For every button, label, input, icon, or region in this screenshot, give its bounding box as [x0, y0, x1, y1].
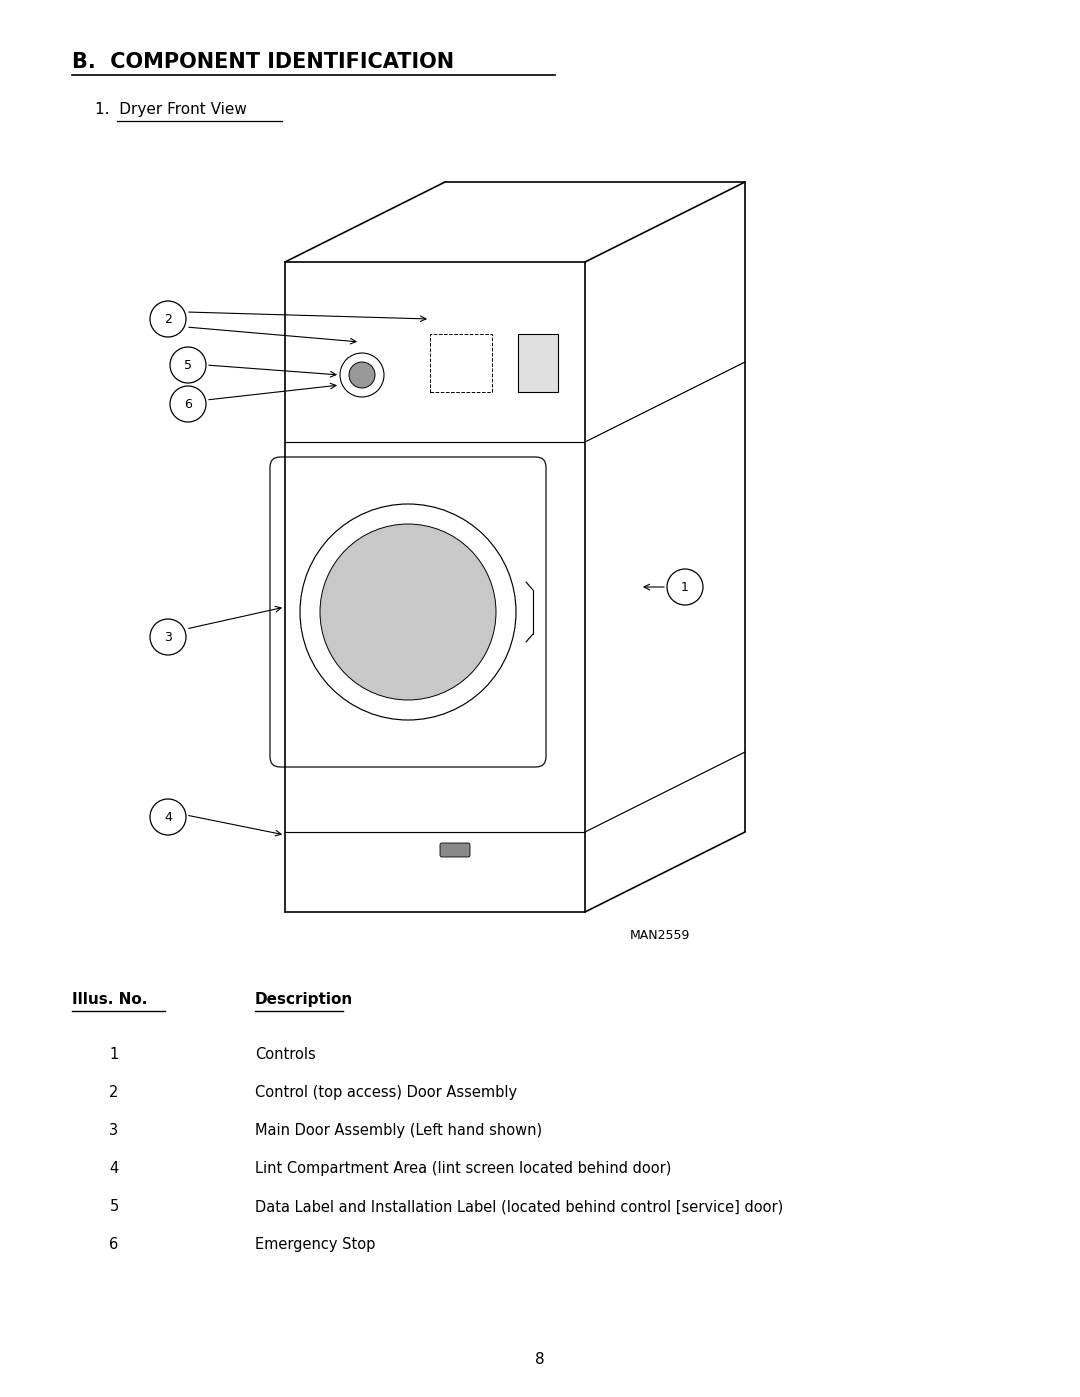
Text: 2: 2 — [109, 1085, 119, 1099]
Text: 8: 8 — [536, 1352, 544, 1368]
Text: Main Door Assembly (Left hand shown): Main Door Assembly (Left hand shown) — [255, 1123, 542, 1139]
Text: 4: 4 — [109, 1161, 119, 1176]
Text: Data Label and Installation Label (located behind control [service] door): Data Label and Installation Label (locat… — [255, 1199, 783, 1214]
Text: 3: 3 — [164, 630, 172, 644]
Text: 5: 5 — [184, 359, 192, 372]
Text: 3: 3 — [109, 1123, 119, 1139]
Text: 6: 6 — [109, 1236, 119, 1252]
Circle shape — [170, 346, 206, 383]
Text: 4: 4 — [164, 810, 172, 823]
Circle shape — [150, 300, 186, 337]
Text: 6: 6 — [184, 398, 192, 411]
Circle shape — [320, 524, 496, 700]
Text: Illus. No.: Illus. No. — [72, 992, 147, 1007]
FancyBboxPatch shape — [440, 842, 470, 856]
Text: 2: 2 — [164, 313, 172, 326]
Text: 1: 1 — [109, 1046, 119, 1062]
Text: 1: 1 — [681, 581, 689, 594]
Text: 1.  Dryer Front View: 1. Dryer Front View — [95, 102, 247, 117]
Text: Control (top access) Door Assembly: Control (top access) Door Assembly — [255, 1085, 517, 1099]
Circle shape — [170, 386, 206, 422]
Bar — [430, 334, 492, 393]
Circle shape — [150, 799, 186, 835]
Bar — [518, 334, 558, 393]
Text: Lint Compartment Area (lint screen located behind door): Lint Compartment Area (lint screen locat… — [255, 1161, 672, 1176]
Text: B.  COMPONENT IDENTIFICATION: B. COMPONENT IDENTIFICATION — [72, 52, 454, 73]
Circle shape — [150, 619, 186, 655]
Text: Emergency Stop: Emergency Stop — [255, 1236, 376, 1252]
Circle shape — [667, 569, 703, 605]
Text: Description: Description — [255, 992, 353, 1007]
Text: Controls: Controls — [255, 1046, 315, 1062]
Circle shape — [349, 362, 375, 388]
Text: MAN2559: MAN2559 — [630, 929, 690, 942]
Text: 5: 5 — [109, 1199, 119, 1214]
